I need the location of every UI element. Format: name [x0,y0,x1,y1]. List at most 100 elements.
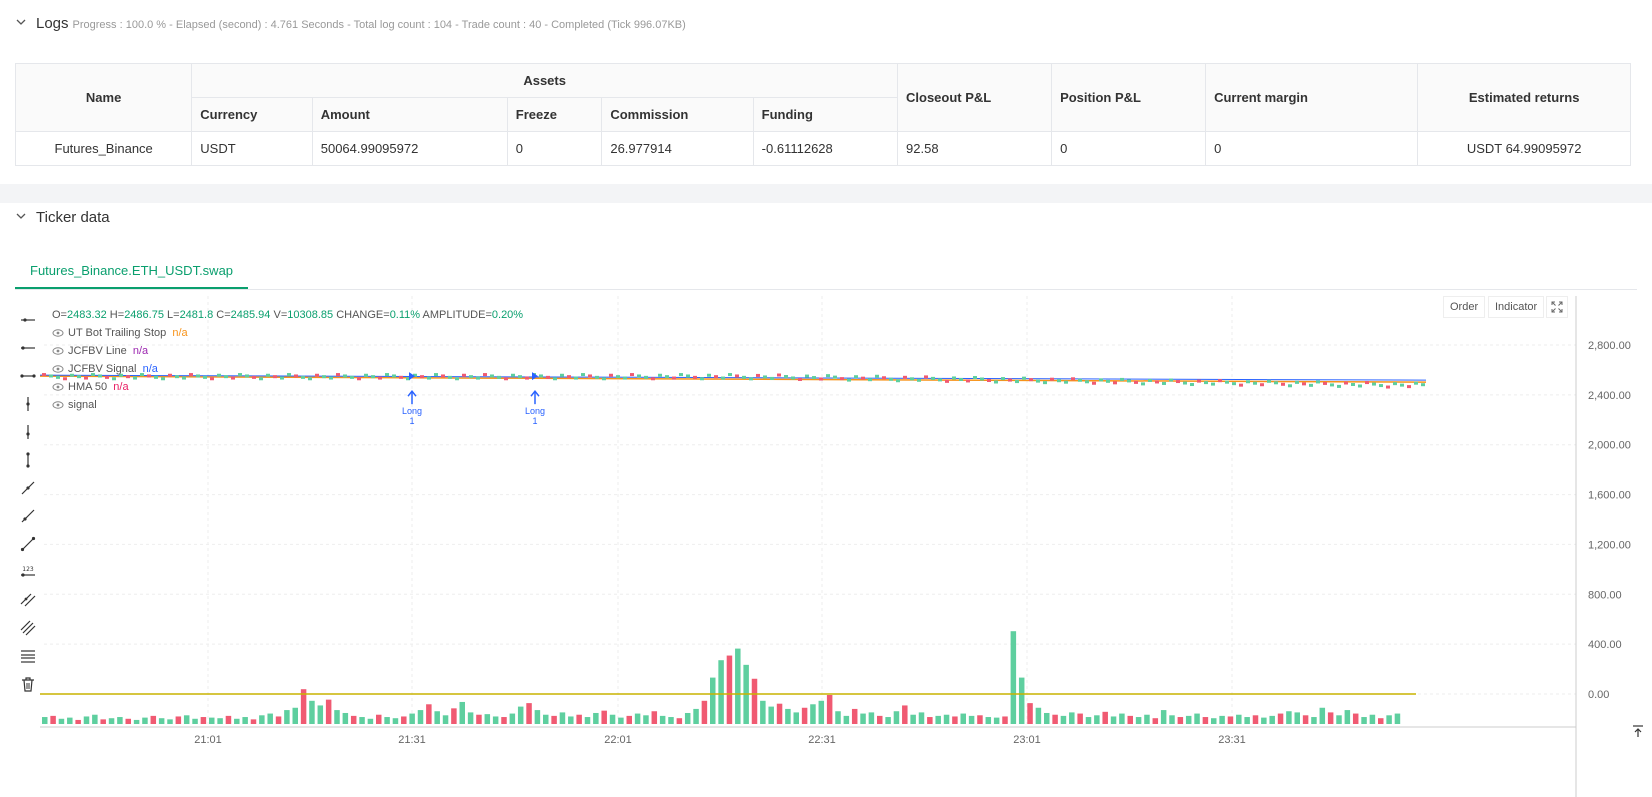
segment-line-icon[interactable] [16,530,40,558]
price-tick-label: 2,800.00 [1588,340,1631,352]
candle [1162,381,1166,385]
volume-bar [1052,714,1058,724]
volume-bar [1319,707,1326,724]
candle [581,373,585,377]
candle [1204,381,1208,385]
candle [1176,380,1180,384]
fullscreen-button[interactable] [1546,296,1568,318]
volume-bar [476,714,482,724]
indicator-button[interactable]: Indicator [1488,296,1545,318]
candle [350,375,354,379]
volume-bar [793,712,799,724]
chevron-down-icon[interactable] [14,209,28,223]
candle [1330,383,1334,387]
candle [1365,381,1369,385]
price-line-icon[interactable]: 123 [16,558,40,586]
candle [1106,379,1110,383]
parallel-channel-icon[interactable] [16,586,40,614]
tab-eth-usdt-swap[interactable]: Futures_Binance.ETH_USDT.swap [15,253,249,289]
candle [917,378,921,382]
volume-bar [1027,703,1033,724]
chevron-down-icon[interactable] [14,15,28,29]
volume-bar [676,718,683,724]
candle [490,374,494,378]
fib-retracement-icon[interactable] [16,642,40,670]
candle [602,377,606,381]
scroll-to-latest-button[interactable] [1626,719,1650,743]
candle [1127,379,1131,383]
volume-bar [158,718,165,724]
eye-icon[interactable] [52,327,64,339]
price-tick-label: 800.00 [1588,589,1622,601]
ticker-header[interactable]: Ticker data [14,208,110,226]
volume-bar [1252,715,1259,724]
jcfbv-signal-line [40,374,1427,381]
table-row: Futures_Binance USDT 50064.99095972 0 26… [14,131,1631,166]
volume-bar [417,710,424,724]
time-tick-label: 22:31 [808,734,836,746]
eye-icon[interactable] [52,363,64,375]
candle [105,375,109,379]
volume-bar [517,706,524,724]
candle [1036,379,1040,383]
volume-bar [1269,715,1275,724]
logs-header[interactable]: Logs Progress : 100.0 % - Elapsed (secon… [14,14,686,32]
cell-commission: 26.977914 [601,131,754,166]
volume-bar [367,718,374,724]
candle [609,373,613,377]
candle [616,375,620,379]
legend-jcfbv-signal[interactable]: JCFBV Signal n/a [52,360,523,378]
vertical-segment-icon[interactable] [16,446,40,474]
candle [882,376,886,380]
candle [1337,384,1341,388]
volume-bar [234,718,240,724]
volume-bar [1386,715,1392,724]
eye-icon[interactable] [52,399,64,411]
legend-ut-bot[interactable]: UT Bot Trailing Stop n/a [52,324,523,342]
candle [875,374,879,378]
candle [693,375,697,379]
candle [77,375,81,379]
volume-bar [835,711,841,724]
vertical-ray-icon[interactable] [16,418,40,446]
candle [903,375,907,379]
volume-bar [83,716,90,724]
price-chart[interactable]: 2,800.00 2,400.00 2,000.00 1,600.00 1,200.00… [40,296,1652,797]
eye-icon[interactable] [52,345,64,357]
candle [1197,379,1201,383]
col-margin: Current margin [1205,63,1419,132]
volume-bar [58,718,65,724]
ray-line-icon[interactable] [16,502,40,530]
volume-bar [751,678,758,724]
volume-bar [634,713,641,724]
legend-hma-50[interactable]: HMA 50 n/a [52,378,523,396]
volume-bar [384,717,390,724]
trend-line-icon[interactable] [16,474,40,502]
horizontal-line-icon[interactable] [16,334,40,362]
volume-bar [918,712,925,724]
candle [966,379,970,383]
horizontal-ray-icon[interactable] [16,306,40,334]
volume-bar [668,717,674,724]
vertical-line-icon[interactable] [16,390,40,418]
candle [1400,383,1404,387]
candle [294,374,298,378]
fib-channel-icon[interactable] [16,614,40,642]
eye-icon[interactable] [52,381,64,393]
col-position: Position P&L [1051,63,1207,132]
candle [819,377,823,381]
horizontal-segment-icon[interactable] [16,362,40,390]
low-label: L= [163,309,180,321]
candle [651,377,655,381]
candle [217,373,221,377]
order-button[interactable]: Order [1443,296,1486,318]
candle [469,375,473,379]
candle [210,377,214,381]
trash-icon[interactable] [16,670,40,698]
volume-bar [1352,713,1359,724]
volume-bar [885,717,891,724]
svg-text:123: 123 [22,566,34,573]
legend-jcfbv-line[interactable]: JCFBV Line n/a [52,342,523,360]
legend-signal[interactable]: signal [52,396,523,414]
series-name: UT Bot Trailing Stop [68,327,167,339]
